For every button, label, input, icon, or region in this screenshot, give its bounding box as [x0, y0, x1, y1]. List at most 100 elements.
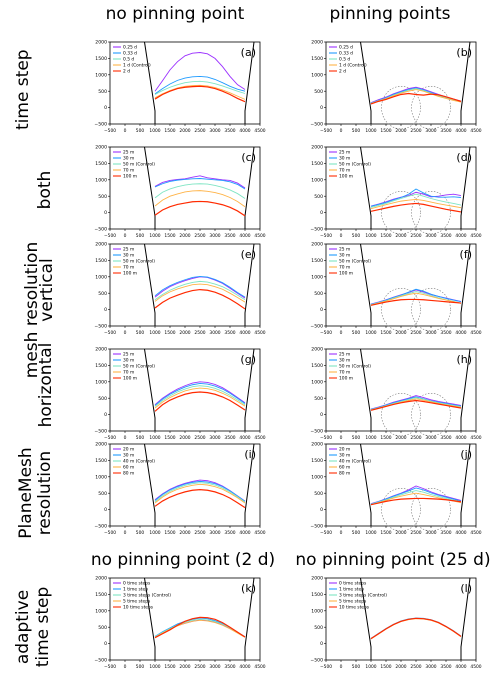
x-tick-label: 1000	[149, 530, 160, 536]
fjord-wall-left	[144, 348, 156, 431]
y-tick-label: 2000	[95, 40, 107, 46]
fjord-wall-right	[244, 348, 255, 431]
x-tick-label: 2500	[194, 128, 205, 134]
y-tick-label: 0	[104, 210, 107, 216]
y-tick-label: 1000	[311, 72, 323, 78]
series-line	[154, 85, 246, 103]
x-tick-label: 0	[124, 530, 127, 536]
series-line	[370, 92, 462, 105]
x-tick-label: 3000	[209, 435, 220, 441]
legend-label: 70 m	[123, 265, 134, 271]
y-tick-label: 1000	[311, 379, 323, 385]
series-line	[370, 202, 462, 213]
x-tick-label: 4500	[254, 233, 265, 239]
fjord-wall-left	[360, 243, 372, 326]
pinning-point	[411, 392, 451, 437]
y-tick-label: 2000	[311, 442, 323, 448]
x-tick-label: 3000	[425, 530, 436, 536]
series-line	[154, 482, 246, 503]
y-tick-label: 2000	[95, 145, 107, 151]
y-tick-label: 500	[314, 89, 323, 95]
y-tick-label: 1000	[95, 274, 107, 280]
fjord-wall-right	[460, 577, 471, 660]
y-tick-label: 0	[320, 307, 323, 313]
series-line	[154, 84, 246, 100]
series-line	[370, 399, 462, 411]
x-tick-label: 2000	[395, 128, 406, 134]
x-tick-label: 0	[124, 128, 127, 134]
legend-label: 30 m	[339, 253, 350, 259]
panel-label: (c)	[241, 151, 256, 164]
y-tick-label: 500	[98, 625, 107, 631]
panel-label: (d)	[456, 151, 472, 164]
x-tick-label: 4000	[455, 435, 466, 441]
y-tick-label: 500	[314, 491, 323, 497]
x-tick-label: 3500	[224, 530, 235, 536]
x-tick-label: 4000	[239, 530, 250, 536]
fjord-wall-right	[244, 41, 255, 124]
x-tick-label: 3500	[440, 530, 451, 536]
x-tick-label: 0	[124, 435, 127, 441]
y-tick-label: 2000	[311, 145, 323, 151]
fjord-wall-right	[244, 146, 255, 229]
panel-k: −500 0 500 1000 1500 2000 2500 3000 3500 4000 4500…	[94, 576, 265, 670]
series-line	[154, 276, 246, 298]
plot-frame	[109, 146, 261, 230]
x-tick-label: −500	[104, 664, 116, 670]
series-line	[370, 191, 462, 207]
x-tick-label: 500	[136, 664, 145, 670]
y-tick-label: 500	[98, 491, 107, 497]
bottom-title-25d: no pinning point (25 d)	[295, 550, 491, 570]
legend-label: 50 m (Control)	[123, 259, 155, 265]
x-tick-label: 1500	[380, 233, 391, 239]
y-tick-label: 1500	[95, 258, 107, 264]
pinning-point	[411, 85, 451, 130]
x-tick-label: 1000	[149, 330, 160, 336]
x-tick-label: 2500	[194, 530, 205, 536]
panel-d: −500 0 500 1000 1500 2000 2500 3000 3500 4000 4500…	[310, 145, 481, 239]
x-tick-label: 4000	[239, 233, 250, 239]
x-tick-label: −500	[320, 435, 332, 441]
panel-label: (k)	[241, 582, 256, 595]
x-tick-label: 0	[340, 330, 343, 336]
y-tick-label: 1500	[311, 458, 323, 464]
legend-label: 25 m	[123, 352, 134, 358]
y-tick-label: 1500	[311, 56, 323, 62]
y-tick-label: 500	[98, 194, 107, 200]
x-tick-label: 1000	[149, 128, 160, 134]
legend-label: 0.33 d	[123, 51, 137, 57]
x-tick-label: 3500	[224, 330, 235, 336]
panel-label: (a)	[241, 46, 256, 59]
panel-g: −500 0 500 1000 1500 2000 2500 3000 3500 4000 4500…	[94, 347, 265, 441]
legend-label: 20 m	[123, 447, 134, 453]
y-tick-label: 1000	[95, 608, 107, 614]
legend-label: 100 m	[339, 174, 353, 180]
legend-label: 100 m	[339, 271, 353, 277]
x-tick-label: 3500	[224, 664, 235, 670]
legend-label: 70 m	[339, 370, 350, 376]
legend-label: 70 m	[339, 265, 350, 271]
series-line	[154, 391, 246, 412]
x-tick-label: 3000	[209, 330, 220, 336]
legend-label: 100 m	[123, 271, 137, 277]
x-tick-label: 3000	[425, 233, 436, 239]
series-line	[154, 381, 246, 406]
x-tick-label: 1500	[164, 330, 175, 336]
plot-frame	[109, 577, 261, 661]
y-tick-label: 500	[314, 291, 323, 297]
x-tick-label: 2000	[179, 530, 190, 536]
series-line	[370, 292, 462, 306]
legend-label: 70 m	[123, 168, 134, 174]
legend-label: 20 m	[339, 447, 350, 453]
panel-i: −500 0 500 1000 1500 2000 2500 3000 3500 4000 4500…	[94, 442, 265, 536]
y-tick-label: 2000	[95, 242, 107, 248]
x-tick-label: −500	[104, 233, 116, 239]
series-line	[370, 188, 462, 207]
fjord-wall-right	[460, 443, 471, 526]
legend-label: 1 time step	[339, 587, 364, 593]
x-tick-label: 2000	[395, 435, 406, 441]
x-tick-label: 1500	[380, 330, 391, 336]
series-line	[154, 280, 246, 301]
legend-label: 0.25 d	[123, 45, 137, 51]
